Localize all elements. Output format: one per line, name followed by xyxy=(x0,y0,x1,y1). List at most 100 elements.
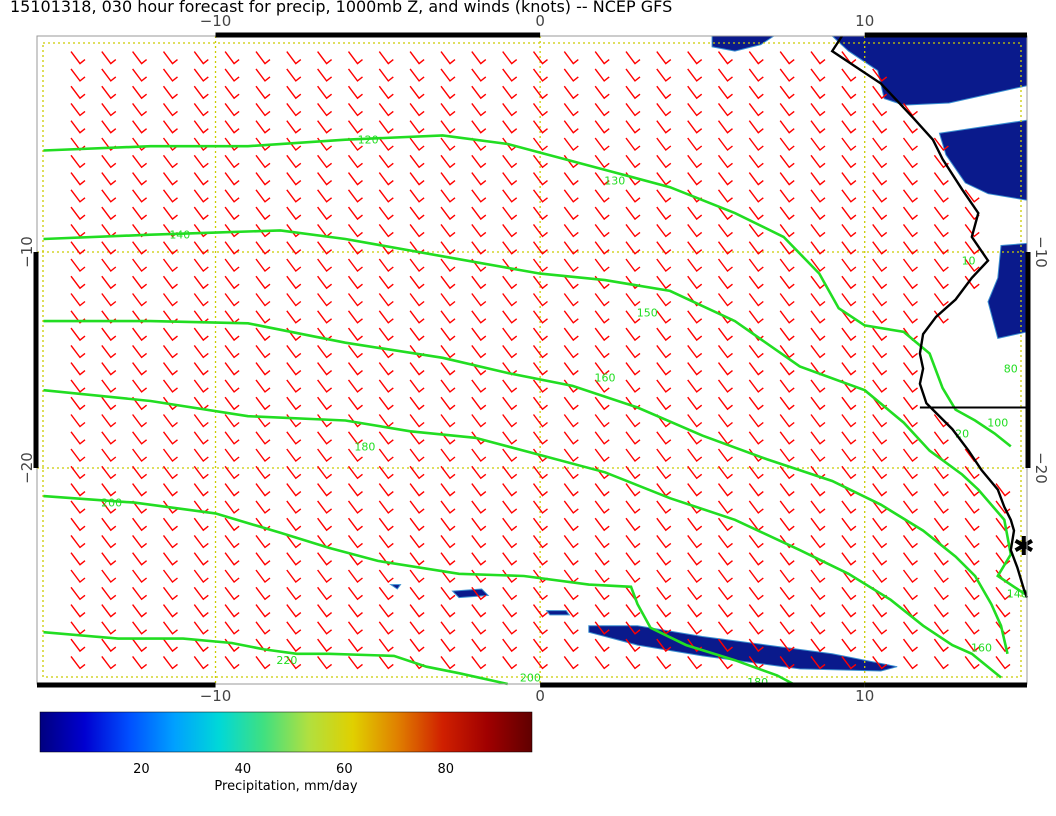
wind-barb xyxy=(347,310,363,324)
wind-barb xyxy=(717,120,733,134)
wind-barb xyxy=(964,189,980,203)
contour-label-160: 160 xyxy=(595,371,616,384)
wind-barb xyxy=(409,275,425,290)
wind-barb xyxy=(255,310,271,324)
wind-barb xyxy=(317,189,333,203)
wind-barb xyxy=(933,137,949,151)
wind-barb xyxy=(779,51,795,65)
wind-barb xyxy=(810,431,826,445)
wind-barb xyxy=(902,189,918,203)
wind-barb xyxy=(872,569,888,583)
wind-barb xyxy=(502,310,518,324)
wind-barb xyxy=(502,206,518,221)
wind-barb xyxy=(378,120,394,134)
wind-barb xyxy=(347,154,363,169)
wind-barb xyxy=(101,68,117,82)
wind-barb xyxy=(532,241,548,255)
wind-barb xyxy=(748,189,764,203)
wind-barb xyxy=(779,448,795,462)
wind-barb xyxy=(687,293,703,307)
wind-barb xyxy=(841,586,857,601)
wind-barb xyxy=(872,85,888,100)
wind-barb xyxy=(532,483,548,497)
wind-barb xyxy=(656,120,672,134)
wind-barb xyxy=(594,206,610,221)
coastline: ✱ xyxy=(830,35,1035,599)
wind-barb xyxy=(193,638,209,653)
wind-barb xyxy=(317,396,333,411)
wind-barb xyxy=(902,362,918,376)
wind-barb xyxy=(162,638,178,653)
wind-barb xyxy=(471,586,487,601)
wind-barb xyxy=(563,51,579,65)
wind-barb xyxy=(440,310,456,324)
wind-barb xyxy=(594,604,610,618)
wind-barb xyxy=(625,327,641,342)
wind-barb xyxy=(471,500,487,514)
wind-barb xyxy=(872,500,888,514)
wind-barb xyxy=(748,465,764,480)
x-tick-label-top: −10 xyxy=(200,12,232,30)
wind-barb xyxy=(563,655,579,670)
wind-barb xyxy=(193,517,209,532)
wind-barb xyxy=(255,223,271,238)
wind-barb xyxy=(563,465,579,480)
wind-barb xyxy=(132,258,148,272)
wind-barb xyxy=(872,327,888,342)
wind-barb xyxy=(224,586,240,601)
wind-barb xyxy=(779,68,795,82)
wind-barb xyxy=(810,85,826,100)
wind-barb xyxy=(162,655,178,670)
wind-barb xyxy=(255,293,271,307)
wind-barb xyxy=(933,293,949,307)
precip-patch-small-blob-b xyxy=(545,610,571,616)
wind-barb xyxy=(625,534,641,549)
wind-barb xyxy=(810,483,826,497)
wind-barb xyxy=(532,552,548,566)
wind-barb xyxy=(532,396,548,411)
wind-barb xyxy=(872,344,888,359)
wind-barb xyxy=(779,344,795,359)
wind-barb xyxy=(625,51,641,65)
wind-barb xyxy=(594,379,610,393)
wind-barb xyxy=(378,448,394,462)
wind-barb xyxy=(779,621,795,635)
wind-barb xyxy=(748,638,764,653)
wind-barb xyxy=(810,275,826,290)
wind-barb xyxy=(471,154,487,169)
wind-barb xyxy=(286,137,302,151)
wind-barb xyxy=(687,102,703,117)
wind-barb xyxy=(162,414,178,428)
wind-barb xyxy=(101,51,117,65)
wind-barb xyxy=(132,586,148,601)
wind-barb xyxy=(779,327,795,342)
wind-barb xyxy=(193,448,209,462)
wind-barb xyxy=(378,621,394,635)
wind-barb xyxy=(810,206,826,221)
wind-barb xyxy=(471,517,487,532)
wind-barb xyxy=(378,638,394,653)
wind-barb xyxy=(132,85,148,100)
wind-barb xyxy=(810,120,826,134)
wind-barb xyxy=(841,638,857,653)
wind-barb xyxy=(872,102,888,117)
wind-barb xyxy=(224,68,240,82)
wind-barb xyxy=(378,206,394,221)
x-tick-label-top: 10 xyxy=(855,12,874,30)
wind-barb xyxy=(902,172,918,186)
wind-barb xyxy=(687,241,703,255)
wind-barb xyxy=(779,362,795,376)
wind-barb xyxy=(779,500,795,514)
wind-barb xyxy=(563,206,579,221)
wind-barb xyxy=(748,293,764,307)
wind-barb xyxy=(255,85,271,100)
wind-barb xyxy=(101,534,117,549)
contour-200 xyxy=(43,494,794,686)
wind-barb xyxy=(563,431,579,445)
contour-label-coast: 140 xyxy=(1007,587,1028,600)
wind-barb xyxy=(101,154,117,169)
wind-barb xyxy=(933,223,949,238)
wind-barb xyxy=(347,258,363,272)
wind-barb xyxy=(409,604,425,618)
wind-barb xyxy=(471,414,487,428)
